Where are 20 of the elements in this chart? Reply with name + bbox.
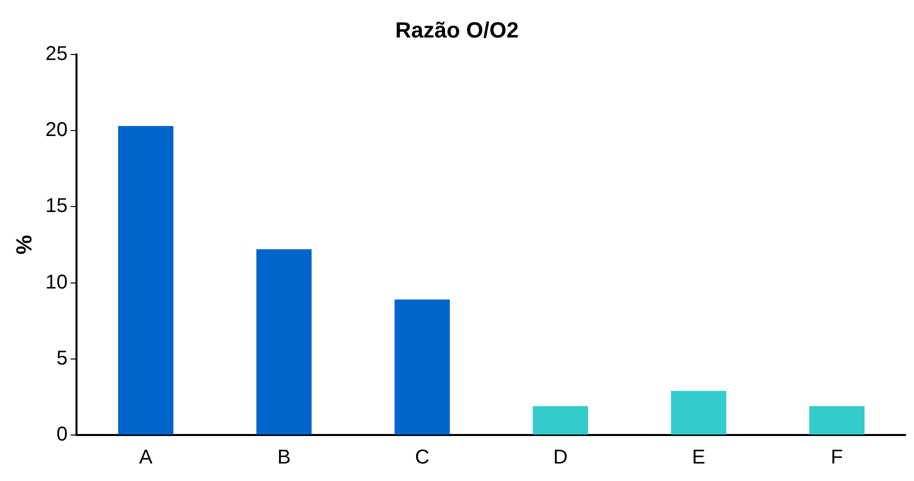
x-tick-label: E: [692, 446, 706, 469]
bar: [394, 300, 450, 434]
bar: [118, 126, 174, 434]
x-tick-label: F: [830, 446, 843, 469]
x-tick-label: D: [553, 446, 568, 469]
bar: [256, 249, 312, 434]
y-tick-label: 15: [45, 195, 68, 218]
bar: [671, 390, 726, 434]
y-tick-label: 20: [45, 119, 68, 142]
chart-title: Razão O/O2: [395, 17, 519, 42]
x-tick-label: C: [414, 446, 430, 469]
y-tick-label: 25: [45, 42, 68, 65]
y-tick-label: 5: [56, 347, 68, 370]
y-axis-title: %: [11, 234, 36, 254]
y-tick-label: 0: [56, 424, 68, 446]
x-tick-label: A: [139, 446, 154, 469]
bar: [532, 406, 588, 434]
bar: [809, 406, 865, 434]
x-tick-label: B: [277, 446, 291, 469]
y-tick-label: 10: [45, 271, 68, 294]
